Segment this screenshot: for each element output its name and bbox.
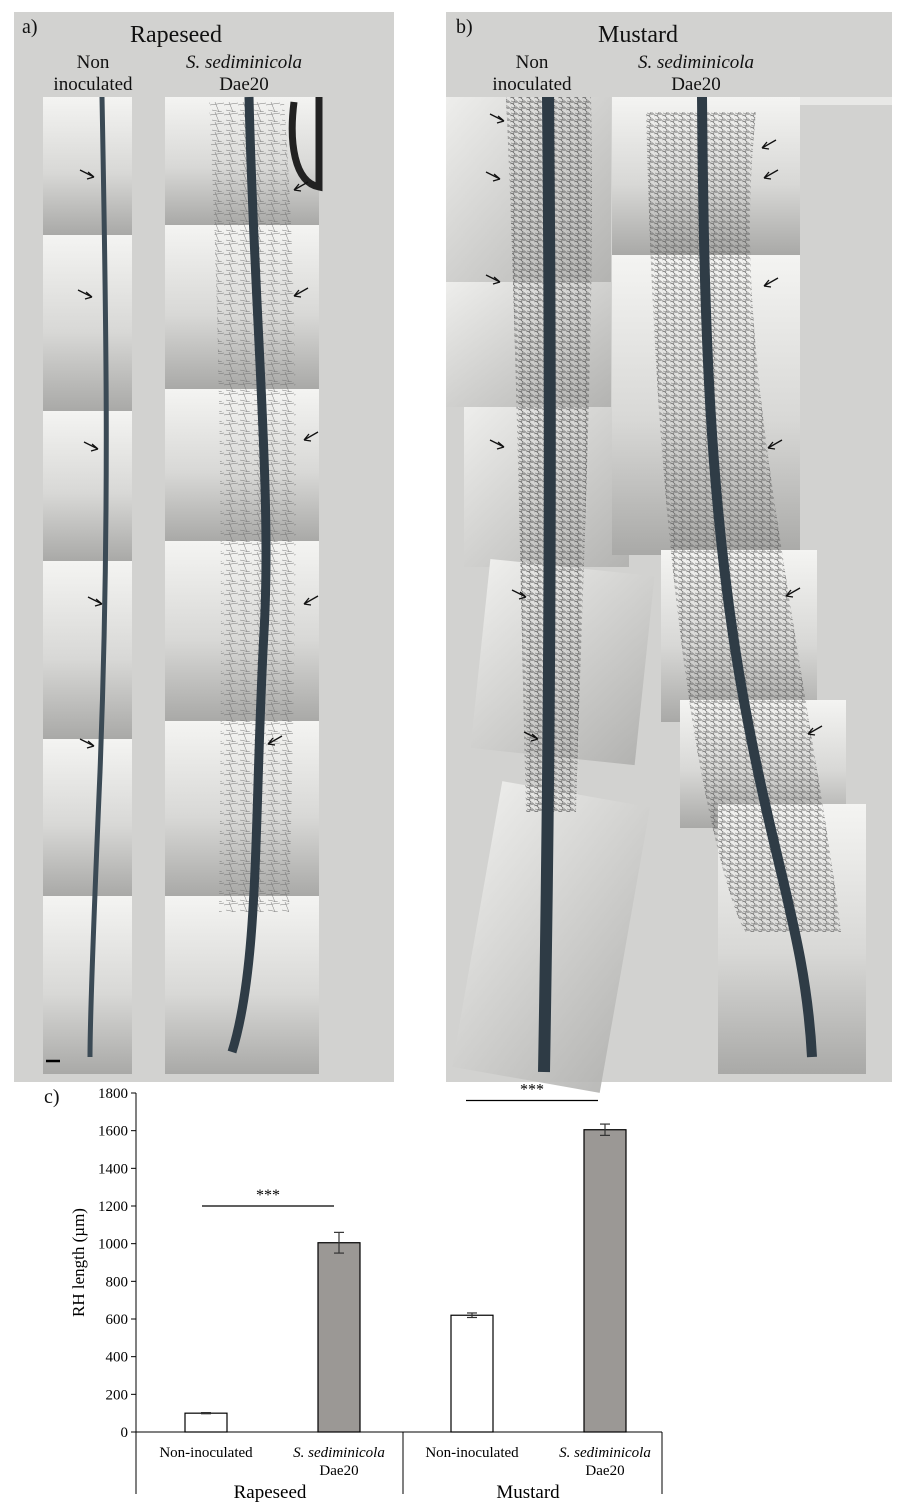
panel-b-col2-line1: S. sediminicola [637, 52, 755, 73]
y-tick-label-2: 400 [106, 1350, 129, 1366]
y-tick-label-6: 1200 [98, 1199, 128, 1215]
panel-a-col2-label: S. sediminicola Dae20 [174, 52, 314, 96]
y-axis-label: RH length (µm) [69, 1208, 88, 1317]
panel-a-root-images: a) Rapeseed Non inoculated S. sediminico… [14, 12, 394, 1082]
panel-b-col1-label: Non inoculated [476, 52, 588, 96]
bar-3 [583, 1129, 627, 1433]
bar-0 [184, 1412, 228, 1433]
y-tick-label-1: 200 [106, 1387, 129, 1403]
mustard-root-micrographs [446, 96, 892, 1093]
panel-a-title: Rapeseed [130, 22, 222, 48]
panel-b-root-images: b) Mustard Non inoculated S. sediminicol… [446, 12, 892, 1093]
bar-2 [450, 1314, 494, 1433]
panel-a-col1-line2: inoculated [53, 74, 133, 95]
group-label-0: Rapeseed [234, 1482, 307, 1503]
x-category-label-3: S. sediminicola [559, 1445, 651, 1461]
y-tick-label-5: 1000 [98, 1237, 128, 1253]
y-tick-label-7: 1400 [98, 1161, 128, 1177]
group-label-1: Mustard [496, 1482, 560, 1503]
x-category-label-1: S. sediminicola [293, 1445, 385, 1461]
panel-a-col1-line1: Non [76, 52, 110, 73]
y-tick-label-0: 0 [121, 1425, 129, 1441]
x-category-sublabel-1: Dae20 [319, 1463, 358, 1479]
panel-a-label: a) [22, 16, 38, 38]
panel-b-label: b) [456, 16, 473, 38]
panel-b-col2-label: S. sediminicola Dae20 [626, 52, 766, 96]
panel-a-col2-line1: S. sediminicola [185, 52, 303, 73]
significance-label-0: *** [256, 1187, 280, 1204]
panel-c-label: c) [44, 1086, 60, 1108]
bar-1 [317, 1242, 361, 1433]
x-category-label-0: Non-inoculated [159, 1445, 253, 1461]
x-category-label-2: Non-inoculated [425, 1445, 519, 1461]
panel-b-col1-line1: Non [515, 52, 549, 73]
y-tick-label-4: 800 [106, 1274, 129, 1290]
y-tick-label-9: 1800 [98, 1086, 128, 1102]
rapeseed-root-micrographs [43, 96, 323, 1074]
panel-a-col1-label: Non inoculated [38, 52, 148, 96]
panel-a-col2-line2: Dae20 [219, 74, 269, 95]
y-tick-label-8: 1600 [98, 1124, 128, 1140]
panel-b-col2-line2: Dae20 [671, 74, 721, 95]
x-category-sublabel-3: Dae20 [585, 1463, 624, 1479]
panel-b-col1-line2: inoculated [492, 74, 572, 95]
significance-label-1: *** [520, 1082, 544, 1099]
y-tick-label-3: 600 [106, 1312, 129, 1328]
panel-b-title: Mustard [598, 22, 678, 48]
